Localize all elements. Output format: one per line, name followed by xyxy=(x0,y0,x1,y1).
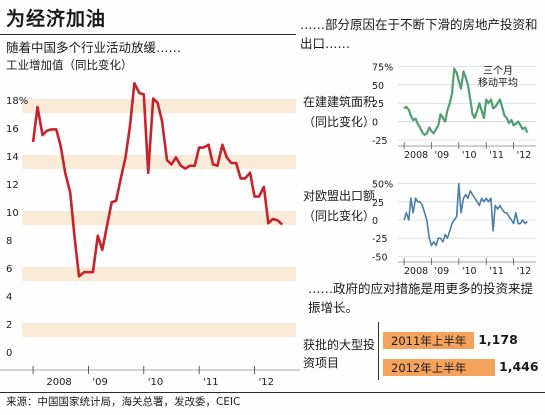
y-tick-label: 16 xyxy=(6,124,19,135)
main-chart-label: 工业增加值（同比变化） xyxy=(6,58,133,72)
x-tick-label: '11 xyxy=(203,377,218,388)
y-tick-label: -25 xyxy=(372,234,388,245)
title-divider xyxy=(0,34,296,35)
y-tick-label: -25 xyxy=(372,136,388,147)
y-tick-label: 75% xyxy=(372,62,393,73)
policy-text: ……政府的应对措施是用更多的投资来提振增长。 xyxy=(308,281,534,315)
bar-2011h1-label: 2011年上半年 xyxy=(391,334,467,348)
grid-band xyxy=(22,211,296,225)
x-tick-label: '11 xyxy=(489,150,504,161)
x-tick-label: 2008 xyxy=(404,266,428,276)
y-tick-label: 12 xyxy=(6,180,19,191)
y-tick-label: 50% xyxy=(372,180,393,191)
x-tick-label: '12 xyxy=(258,377,273,388)
y-tick-label: 8 xyxy=(6,236,12,247)
y-tick-label: 18% xyxy=(6,96,28,107)
y-tick-label: 0 xyxy=(372,118,378,129)
bar-2011h1 xyxy=(383,332,475,349)
eu-export-chart: 50% 25 0 -25 -50 2008 '09 '10 '11 '12 xyxy=(372,180,536,276)
y-tick-label: 25 xyxy=(372,99,384,110)
bar-2012h1 xyxy=(383,359,495,376)
construction-chart: 75% 50 25 0 -25 2008 '09 '10 '11 '12 三个月移动平均 xyxy=(372,62,536,161)
moving-average-note: 三个月移动平均 xyxy=(478,65,518,89)
y-tick-label: 0 xyxy=(6,348,12,359)
page-title: 为经济加油 xyxy=(6,8,107,30)
y-tick-label: -50 xyxy=(372,252,388,263)
grid-band xyxy=(22,323,296,337)
construction-chart-label: 在建建筑面积（同比变化） xyxy=(303,95,376,129)
projects-label: 获批的大型投资项目 xyxy=(303,338,376,370)
x-tick-label: '11 xyxy=(489,266,504,276)
right-intro-text: ……部分原因在于不断下滑的房地产投资和出口…… xyxy=(300,17,538,51)
y-tick-label: 10 xyxy=(6,208,19,219)
y-tick-label: 0 xyxy=(372,216,378,227)
eu-export-chart-label: 对欧盟出口额（同比变化） xyxy=(303,189,376,223)
x-tick-label: '10 xyxy=(462,150,477,161)
industrial-output-chart: 18% 16 14 12 10 8 6 4 2 0 2008 '09 '10 '11 '12 xyxy=(0,81,300,388)
construction-line xyxy=(403,67,529,136)
x-tick-label: '10 xyxy=(148,377,163,388)
x-tick-label: 2008 xyxy=(404,150,428,161)
y-tick-label: 50 xyxy=(372,81,384,92)
eu-export-line xyxy=(403,182,528,247)
bar-2012h1-value: 1,446 xyxy=(499,359,539,374)
x-tick-label: '09 xyxy=(434,150,449,161)
x-tick-label: '09 xyxy=(434,266,449,276)
y-tick-label: 25 xyxy=(372,198,384,209)
y-tick-label: 6 xyxy=(6,264,12,275)
x-tick-label: '12 xyxy=(517,150,532,161)
source-divider xyxy=(0,392,545,393)
x-tick-label: '12 xyxy=(517,266,532,276)
y-tick-label: 14 xyxy=(6,152,19,163)
y-tick-label: 4 xyxy=(6,292,12,303)
bar-2011h1-value: 1,178 xyxy=(478,332,518,347)
x-tick-label: 2008 xyxy=(46,377,71,388)
subtitle: 随着中国多个行业活动放缓…… xyxy=(6,40,182,55)
bar-2012h1-label: 2012年上半年 xyxy=(391,361,467,375)
industrial-output-line xyxy=(31,81,284,278)
x-tick-label: '10 xyxy=(462,266,477,276)
source-note: 来源：中国国家统计局，海关总署，发改委，CEIC xyxy=(6,396,241,408)
y-tick-label: 2 xyxy=(6,320,12,331)
grid-band xyxy=(22,267,296,281)
bar-axis xyxy=(378,322,379,380)
x-tick-label: '09 xyxy=(92,377,107,388)
